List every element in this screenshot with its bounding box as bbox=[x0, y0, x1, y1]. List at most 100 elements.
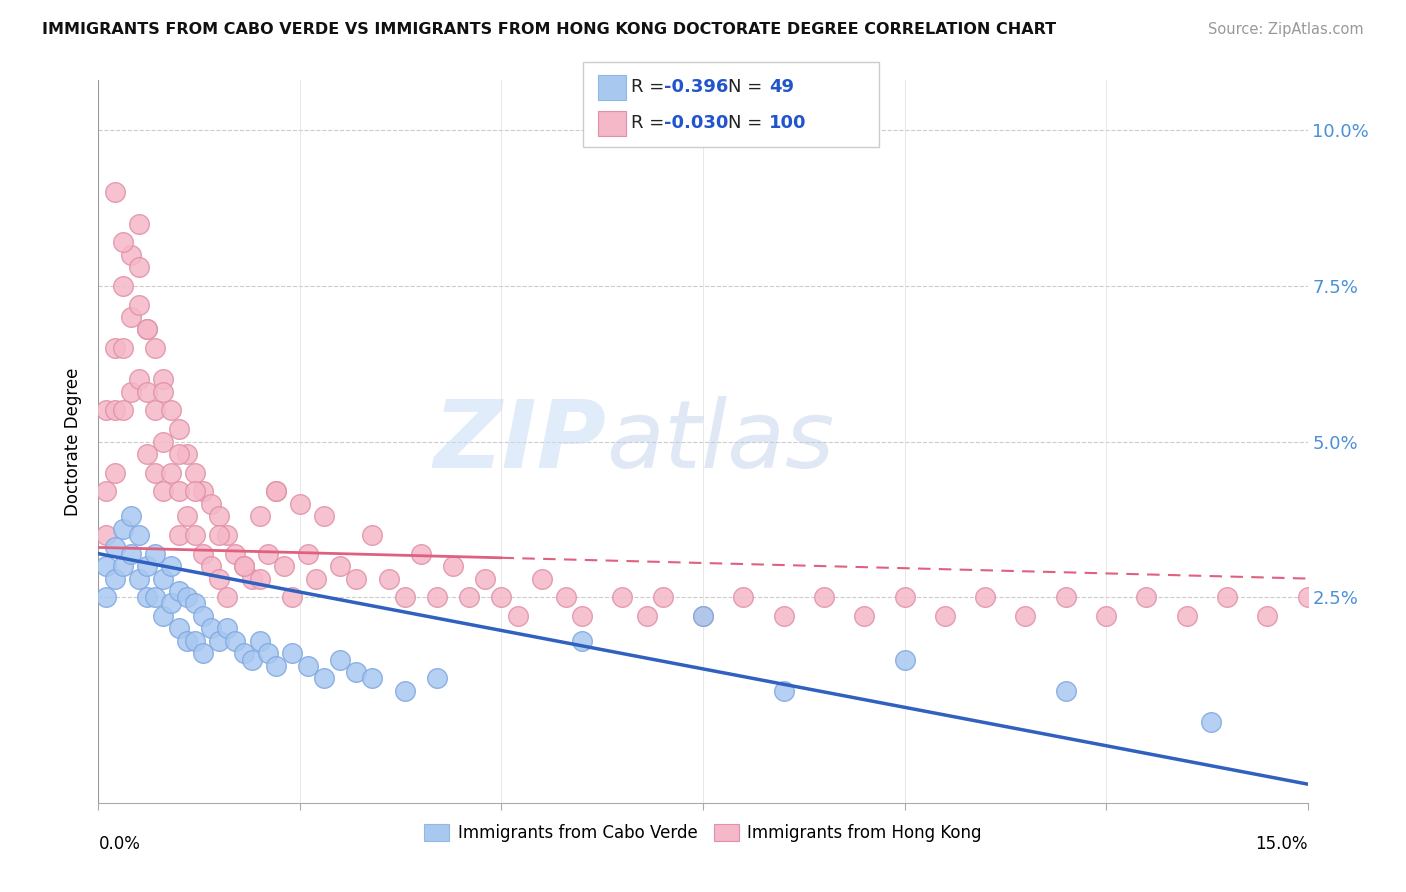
Point bbox=[813, 591, 835, 605]
Text: 100: 100 bbox=[769, 114, 807, 132]
Point bbox=[160, 597, 183, 611]
Point bbox=[103, 403, 125, 417]
Point bbox=[167, 528, 190, 542]
Point bbox=[184, 484, 207, 499]
Point bbox=[1376, 591, 1399, 605]
Point bbox=[193, 547, 215, 561]
Point bbox=[193, 609, 215, 624]
Point bbox=[184, 528, 207, 542]
Point bbox=[249, 633, 271, 648]
Point bbox=[120, 310, 142, 324]
Point bbox=[135, 447, 157, 461]
Point bbox=[152, 372, 174, 386]
Point bbox=[692, 609, 714, 624]
Point bbox=[1014, 609, 1036, 624]
Point bbox=[934, 609, 956, 624]
Point bbox=[96, 591, 118, 605]
Point bbox=[636, 609, 658, 624]
Point bbox=[167, 422, 190, 436]
Point bbox=[184, 597, 207, 611]
Point bbox=[394, 683, 416, 698]
Point bbox=[305, 572, 328, 586]
Point bbox=[1216, 591, 1239, 605]
Point bbox=[1199, 714, 1222, 729]
Point bbox=[120, 547, 142, 561]
Point bbox=[103, 341, 125, 355]
Text: N =: N = bbox=[728, 114, 768, 132]
Point bbox=[167, 447, 190, 461]
Point bbox=[571, 633, 593, 648]
Point bbox=[1337, 609, 1360, 624]
Point bbox=[458, 591, 481, 605]
Point bbox=[217, 528, 239, 542]
Point bbox=[176, 509, 198, 524]
Point bbox=[409, 547, 432, 561]
Point bbox=[143, 591, 166, 605]
Point bbox=[232, 559, 254, 574]
Point bbox=[167, 484, 190, 499]
Point bbox=[224, 633, 246, 648]
Point bbox=[264, 484, 287, 499]
Point bbox=[893, 591, 915, 605]
Point bbox=[256, 646, 278, 660]
Point bbox=[853, 609, 876, 624]
Point bbox=[249, 509, 271, 524]
Point bbox=[692, 609, 714, 624]
Point bbox=[1135, 591, 1157, 605]
Point bbox=[152, 384, 174, 399]
Point bbox=[96, 484, 118, 499]
Point bbox=[128, 528, 150, 542]
Point bbox=[120, 509, 142, 524]
Point bbox=[135, 322, 157, 336]
Point bbox=[143, 466, 166, 480]
Point bbox=[193, 646, 215, 660]
Point bbox=[176, 447, 198, 461]
Point bbox=[297, 658, 319, 673]
Point bbox=[103, 466, 125, 480]
Point bbox=[135, 559, 157, 574]
Point bbox=[103, 572, 125, 586]
Point bbox=[143, 547, 166, 561]
Point bbox=[128, 297, 150, 311]
Point bbox=[143, 403, 166, 417]
Point bbox=[474, 572, 496, 586]
Point bbox=[1296, 591, 1319, 605]
Point bbox=[394, 591, 416, 605]
Point bbox=[128, 372, 150, 386]
Point bbox=[184, 466, 207, 480]
Point bbox=[612, 591, 634, 605]
Point bbox=[184, 633, 207, 648]
Point bbox=[111, 235, 134, 250]
Point bbox=[344, 665, 367, 679]
Point bbox=[1095, 609, 1118, 624]
Point bbox=[1054, 591, 1077, 605]
Text: Source: ZipAtlas.com: Source: ZipAtlas.com bbox=[1208, 22, 1364, 37]
Point bbox=[176, 633, 198, 648]
Point bbox=[200, 559, 222, 574]
Text: -0.030: -0.030 bbox=[664, 114, 728, 132]
Point bbox=[651, 591, 673, 605]
Point bbox=[128, 260, 150, 274]
Point bbox=[281, 591, 304, 605]
Point bbox=[193, 484, 215, 499]
Point bbox=[256, 547, 278, 561]
Point bbox=[160, 559, 183, 574]
Point bbox=[128, 572, 150, 586]
Point bbox=[232, 646, 254, 660]
Point bbox=[240, 652, 263, 666]
Point bbox=[152, 484, 174, 499]
Point bbox=[208, 509, 231, 524]
Point bbox=[733, 591, 755, 605]
Point bbox=[232, 559, 254, 574]
Text: 15.0%: 15.0% bbox=[1256, 835, 1308, 854]
Point bbox=[111, 278, 134, 293]
Point bbox=[96, 403, 118, 417]
Point bbox=[160, 466, 183, 480]
Point bbox=[1054, 683, 1077, 698]
Point bbox=[217, 621, 239, 635]
Point bbox=[103, 541, 125, 555]
Point bbox=[152, 434, 174, 449]
Point bbox=[491, 591, 513, 605]
Point bbox=[344, 572, 367, 586]
Text: ZIP: ZIP bbox=[433, 395, 606, 488]
